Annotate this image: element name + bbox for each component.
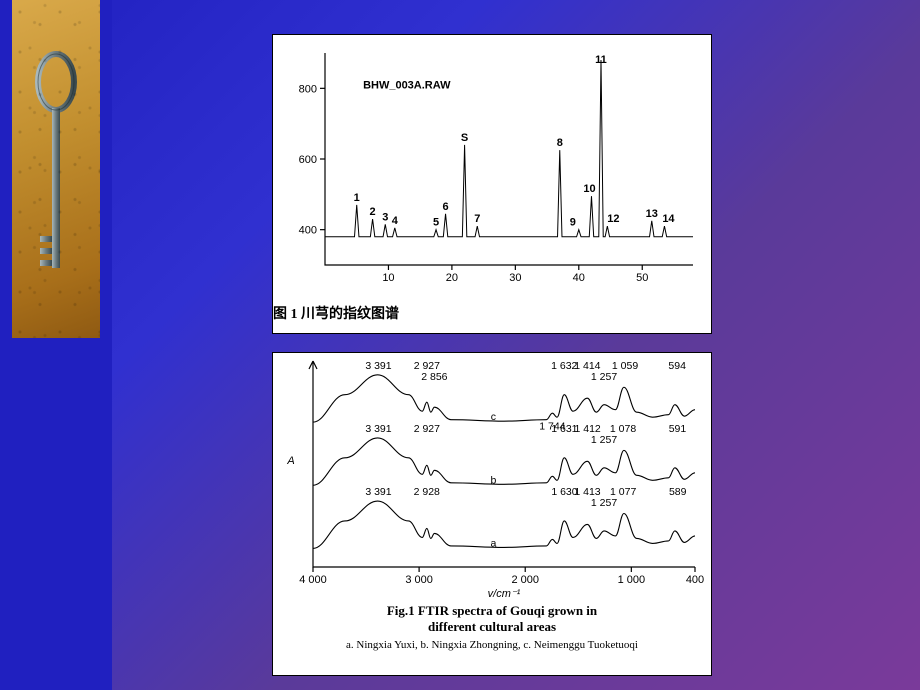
svg-text:591: 591 xyxy=(669,423,687,435)
svg-text:S: S xyxy=(461,132,468,144)
svg-text:10: 10 xyxy=(382,272,394,284)
svg-text:12: 12 xyxy=(607,213,619,225)
svg-text:c: c xyxy=(491,411,496,423)
svg-text:5: 5 xyxy=(433,217,439,229)
svg-text:8: 8 xyxy=(557,137,563,149)
svg-text:1 078: 1 078 xyxy=(610,423,636,435)
svg-text:600: 600 xyxy=(299,154,317,166)
svg-text:1: 1 xyxy=(354,192,360,204)
svg-text:1 000: 1 000 xyxy=(618,574,646,586)
svg-text:A: A xyxy=(286,455,294,467)
figure-2-subcaption: a. Ningxia Yuxi, b. Ningxia Zhongning, c… xyxy=(273,639,711,651)
svg-text:4: 4 xyxy=(392,215,399,227)
svg-text:30: 30 xyxy=(509,272,521,284)
svg-text:b: b xyxy=(490,474,496,486)
svg-text:10: 10 xyxy=(583,183,595,195)
key-icon xyxy=(34,48,78,304)
svg-text:11: 11 xyxy=(595,54,607,66)
slide-sidebar xyxy=(0,0,112,690)
svg-text:9: 9 xyxy=(570,217,576,229)
svg-text:3 391: 3 391 xyxy=(365,360,391,372)
svg-text:800: 800 xyxy=(299,83,317,95)
svg-text:3 000: 3 000 xyxy=(405,574,433,586)
svg-text:3: 3 xyxy=(382,211,388,223)
chromatogram-plot: 4006008001020304050123456S7891011121314B… xyxy=(273,35,713,295)
svg-text:1 257: 1 257 xyxy=(591,497,617,509)
svg-text:6: 6 xyxy=(442,201,448,213)
svg-text:v/cm⁻¹: v/cm⁻¹ xyxy=(488,588,521,600)
svg-text:3 391: 3 391 xyxy=(365,423,391,435)
svg-text:2 928: 2 928 xyxy=(414,486,440,498)
svg-text:a: a xyxy=(490,537,496,549)
svg-text:2: 2 xyxy=(370,206,376,218)
svg-text:2 856: 2 856 xyxy=(421,371,447,383)
svg-text:1 077: 1 077 xyxy=(610,486,636,498)
svg-text:1 257: 1 257 xyxy=(591,371,617,383)
svg-text:40: 40 xyxy=(573,272,585,284)
sand-texture-panel xyxy=(12,0,100,338)
svg-text:2 927: 2 927 xyxy=(414,423,440,435)
svg-text:50: 50 xyxy=(636,272,648,284)
svg-text:13: 13 xyxy=(646,208,658,220)
svg-text:1 257: 1 257 xyxy=(591,434,617,446)
svg-text:594: 594 xyxy=(668,360,686,372)
svg-text:1 059: 1 059 xyxy=(612,360,638,372)
figure-2-caption-line2: different cultural areas xyxy=(273,619,711,635)
svg-text:7: 7 xyxy=(474,213,480,225)
figure-1-chromatogram: 4006008001020304050123456S7891011121314B… xyxy=(272,34,712,334)
figure-1-caption: 图 1 川芎的指纹图谱 xyxy=(273,295,711,333)
figure-2-ftir: 4 000 3 000 2 000 1 000 400 v/cm⁻¹ Ac 3 391 2 92… xyxy=(272,352,712,676)
svg-text:400: 400 xyxy=(686,574,704,586)
svg-text:400: 400 xyxy=(299,225,317,237)
svg-text:4 000: 4 000 xyxy=(299,574,327,586)
svg-text:2 000: 2 000 xyxy=(511,574,539,586)
svg-text:20: 20 xyxy=(446,272,458,284)
svg-text:3 391: 3 391 xyxy=(365,486,391,498)
ftir-plot: 4 000 3 000 2 000 1 000 400 v/cm⁻¹ Ac 3 391 2 92… xyxy=(273,353,713,601)
svg-text:14: 14 xyxy=(662,213,675,225)
svg-text:BHW_003A.RAW: BHW_003A.RAW xyxy=(363,79,451,91)
svg-text:589: 589 xyxy=(669,486,687,498)
figure-2-caption-line1: Fig.1 FTIR spectra of Gouqi grown in xyxy=(273,603,711,619)
